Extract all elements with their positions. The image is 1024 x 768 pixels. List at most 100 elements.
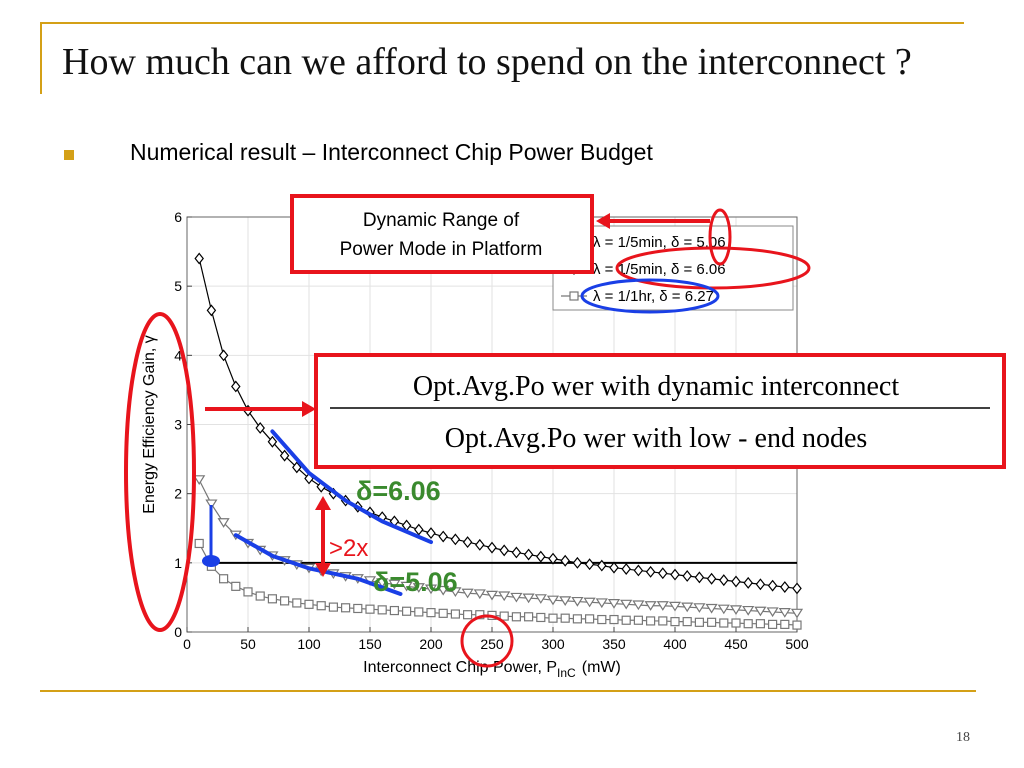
highlight-ellipse-yaxis xyxy=(124,312,196,632)
data-point xyxy=(510,592,523,603)
data-point xyxy=(693,603,706,613)
data-point xyxy=(780,619,790,629)
series-1 xyxy=(193,475,804,619)
x-tick-label: 250 xyxy=(480,636,504,652)
data-point xyxy=(194,252,204,265)
data-point xyxy=(731,618,741,628)
ratio-arrowhead xyxy=(302,401,316,417)
series-line xyxy=(198,543,798,626)
data-point xyxy=(743,619,753,629)
legend-entry: λ = 1/1hr, δ = 6.27 xyxy=(593,288,714,305)
data-point xyxy=(609,614,619,625)
data-point xyxy=(523,612,534,622)
data-point xyxy=(463,610,473,620)
data-point xyxy=(217,518,230,528)
highlight-ellipse-delta xyxy=(708,208,732,266)
data-point xyxy=(754,606,767,617)
data-point xyxy=(706,572,717,585)
data-point xyxy=(729,605,743,615)
x-tick-label: 50 xyxy=(240,636,256,652)
data-point xyxy=(742,605,755,616)
data-point xyxy=(194,538,204,549)
bottom-rule xyxy=(40,690,976,692)
data-point xyxy=(766,607,779,618)
x-tick-label: 400 xyxy=(663,636,687,652)
data-point xyxy=(414,523,424,536)
data-point xyxy=(780,581,790,594)
data-point xyxy=(511,612,522,622)
data-point xyxy=(426,608,436,618)
data-point xyxy=(218,349,229,362)
data-point xyxy=(778,608,791,618)
data-point xyxy=(267,594,277,604)
data-point xyxy=(584,558,595,571)
gain-arrowhead-up xyxy=(315,496,331,510)
low-end-marker-dot xyxy=(202,555,220,567)
data-point xyxy=(485,590,499,601)
data-point xyxy=(267,435,278,448)
x-axis-label-main: Interconnect Chip Power, P xyxy=(363,659,557,676)
data-point xyxy=(402,606,412,616)
dynamic-range-arrowhead xyxy=(596,213,610,229)
y-axis-label: Energy Efficiency Gain, γ xyxy=(141,335,158,513)
data-point xyxy=(571,596,584,607)
data-point xyxy=(243,587,253,597)
data-point xyxy=(559,596,572,607)
data-point xyxy=(607,599,621,609)
data-point xyxy=(292,461,302,474)
data-point xyxy=(681,602,694,613)
data-point xyxy=(584,614,595,624)
data-point xyxy=(536,612,546,623)
data-point xyxy=(377,605,387,615)
data-point xyxy=(279,449,290,462)
data-point xyxy=(461,588,474,599)
data-point xyxy=(572,614,583,624)
data-point xyxy=(694,571,705,584)
data-point xyxy=(572,556,583,569)
data-point xyxy=(511,546,522,559)
data-point xyxy=(560,554,570,567)
bullet-text: Numerical result – Interconnect Chip Pow… xyxy=(130,139,653,165)
data-point xyxy=(792,620,802,630)
top-rule xyxy=(40,22,964,24)
series-layer xyxy=(193,252,804,630)
data-point xyxy=(620,599,633,610)
data-point xyxy=(328,602,338,612)
data-point xyxy=(376,578,389,589)
data-point xyxy=(670,617,680,627)
data-point xyxy=(658,616,668,626)
data-point xyxy=(438,608,448,618)
data-point xyxy=(609,561,619,574)
x-tick-label: 500 xyxy=(785,636,809,652)
x-axis-label-subscript: InC xyxy=(557,666,576,680)
gain-arrowhead-down xyxy=(315,563,331,577)
data-point xyxy=(353,603,363,614)
data-point xyxy=(292,598,302,608)
dynamic-range-box xyxy=(290,194,594,274)
data-point xyxy=(450,533,461,546)
data-point xyxy=(548,552,558,565)
data-point xyxy=(534,594,547,604)
data-point xyxy=(548,613,558,623)
x-axis-label: Interconnect Chip Power, PInC (mW) xyxy=(363,659,621,680)
data-point xyxy=(719,574,729,587)
data-point xyxy=(498,591,511,602)
data-point xyxy=(792,582,802,595)
data-point xyxy=(365,604,375,614)
series-3 xyxy=(194,538,802,630)
chart-axes: 0 50 100 150 200 250 300 350 400 450 500 0 1 2 3 4 5 6 Int… xyxy=(141,209,809,680)
highlight-circle-250 xyxy=(460,614,514,668)
y-tick-label: 0 xyxy=(174,624,182,640)
bullet-square-icon xyxy=(64,150,74,160)
x-axis-label-unit: (mW) xyxy=(582,659,621,676)
data-point xyxy=(755,578,766,591)
data-point xyxy=(694,617,705,627)
data-point xyxy=(595,598,608,609)
data-point xyxy=(450,609,460,619)
data-point xyxy=(523,548,534,561)
highlight-fit-line xyxy=(233,533,403,596)
x-tick-label: 200 xyxy=(419,636,443,652)
page-number: 18 xyxy=(956,730,970,745)
data-point xyxy=(597,559,607,572)
data-point xyxy=(670,568,680,581)
